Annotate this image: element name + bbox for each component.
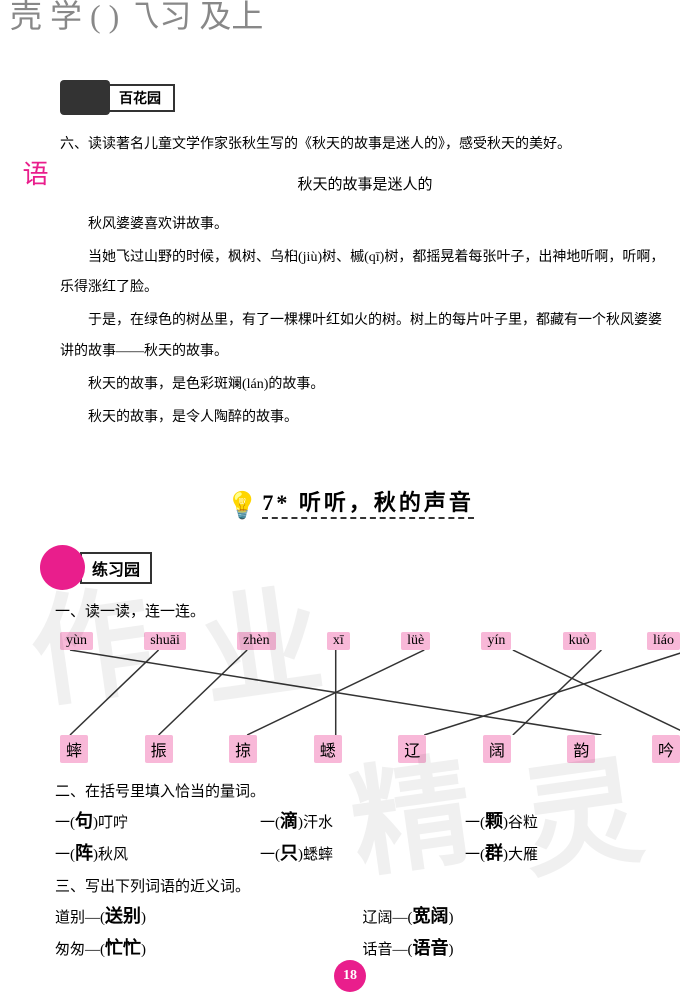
pinyin-7: liáo	[647, 632, 680, 650]
passage-body: 秋风婆婆喜欢讲故事。 当她飞过山野的时候，枫树、乌桕(jiù)树、槭(qī)树，…	[60, 210, 670, 434]
reading-icon	[60, 80, 110, 115]
char-5: 阔	[483, 735, 511, 763]
char-6: 韵	[567, 735, 595, 763]
page-number: 18	[334, 960, 366, 992]
char-2: 掠	[229, 735, 257, 763]
pinyin-1: shuāi	[144, 632, 186, 650]
pinyin-5: yín	[481, 632, 511, 650]
ex2-item-4: 一(只)蟋蟀	[260, 839, 465, 865]
lesson-number: 7*	[262, 490, 290, 515]
section-six: 六、读读著名儿童文学作家张秋生写的《秋天的故事是迷人的》，感受秋天的美好。 秋天…	[60, 130, 670, 435]
lamp-icon: 💡	[226, 491, 258, 521]
connection-lines	[60, 650, 680, 735]
ex3-item-1: 辽阔—(宽阔)	[363, 902, 671, 928]
lesson-title-block: 💡 7* 听听，秋的声音	[0, 485, 700, 521]
char-1: 振	[145, 735, 173, 763]
char-row: 蟀 振 掠 蟋 辽 阔 韵 吟	[60, 735, 680, 763]
handwriting-scribble: 壳 学 ( ) 乁习 及上	[10, 0, 263, 32]
flower-girl-icon	[40, 545, 85, 590]
header-garden-icon-block: 百花园	[60, 80, 175, 115]
ex3-item-2: 匆匆—(忙忙)	[55, 934, 363, 960]
ex2-row-1: 一(句)叮咛 一(滴)汗水 一(颗)谷粒	[55, 807, 670, 833]
ex2-item-3: 一(阵)秋风	[55, 839, 260, 865]
passage-p2: 当她飞过山野的时候，枫树、乌桕(jiù)树、槭(qī)树，都摇晃着每张叶子，出神…	[60, 243, 670, 305]
practice-header: 练习园	[40, 545, 152, 590]
ex3-item-3: 话音—(语音)	[363, 934, 671, 960]
header-box-label: 百花园	[105, 84, 175, 112]
lesson-title: 7* 听听，秋的声音	[262, 490, 474, 519]
section-six-title: 六、读读著名儿童文学作家张秋生写的《秋天的故事是迷人的》，感受秋天的美好。	[60, 130, 670, 161]
ex2-row-2: 一(阵)秋风 一(只)蟋蟀 一(群)大雁	[55, 839, 670, 865]
exercise-2: 二、在括号里填入恰当的量词。 一(句)叮咛 一(滴)汗水 一(颗)谷粒 一(阵)…	[55, 780, 670, 865]
ex2-item-5: 一(群)大雁	[465, 839, 670, 865]
pinyin-0: yùn	[60, 632, 93, 650]
ex3-row-2: 匆匆—(忙忙) 话音—(语音)	[55, 934, 670, 960]
ex2-item-1: 一(滴)汗水	[260, 807, 465, 833]
pinyin-row: yùn shuāi zhèn xī lüè yín kuò liáo	[60, 632, 680, 650]
lesson-name: 听听，秋的声音	[299, 490, 474, 515]
exercise-3-title: 三、写出下列词语的近义词。	[55, 875, 670, 896]
practice-label: 练习园	[80, 552, 152, 584]
pinyin-3: xī	[327, 632, 350, 650]
passage-p4: 秋天的故事，是色彩斑斓(lán)的故事。	[60, 370, 670, 401]
passage-p5: 秋天的故事，是令人陶醉的故事。	[60, 403, 670, 434]
passage-p3: 于是，在绿色的树丛里，有了一棵棵叶红如火的树。树上的每片叶子里，都藏有一个秋风婆…	[60, 306, 670, 368]
subject-label: 语	[15, 160, 52, 194]
ex2-item-0: 一(句)叮咛	[55, 807, 260, 833]
ex3-item-0: 道别—(送别)	[55, 902, 363, 928]
passage-title: 秋天的故事是迷人的	[60, 169, 670, 202]
ex2-item-2: 一(颗)谷粒	[465, 807, 670, 833]
ex3-row-1: 道别—(送别) 辽阔—(宽阔)	[55, 902, 670, 928]
char-4: 辽	[398, 735, 426, 763]
exercise-2-title: 二、在括号里填入恰当的量词。	[55, 780, 670, 801]
pinyin-4: lüè	[401, 632, 430, 650]
exercise-3: 三、写出下列词语的近义词。 道别—(送别) 辽阔—(宽阔) 匆匆—(忙忙) 话音…	[55, 875, 670, 960]
pinyin-2: zhèn	[237, 632, 275, 650]
passage-p1: 秋风婆婆喜欢讲故事。	[60, 210, 670, 241]
char-3: 蟋	[314, 735, 342, 763]
char-0: 蟀	[60, 735, 88, 763]
exercise-1-title: 一、读一读，连一连。	[55, 600, 670, 621]
pinyin-6: kuò	[563, 632, 596, 650]
char-7: 吟	[652, 735, 680, 763]
